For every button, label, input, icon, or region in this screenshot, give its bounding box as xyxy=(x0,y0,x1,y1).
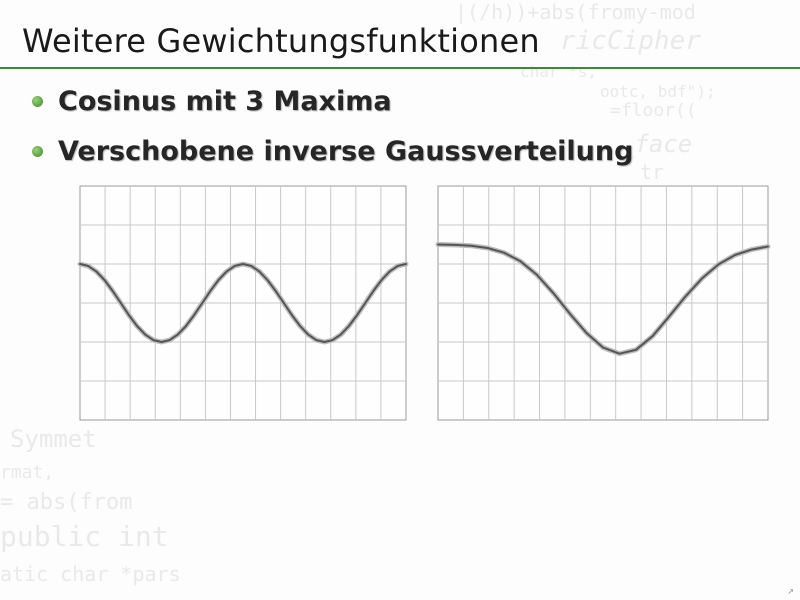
cosine-plot xyxy=(62,182,412,427)
slide-title: Weitere Gewichtungsfunktionen xyxy=(22,22,540,60)
bullet-dot-icon xyxy=(32,146,43,157)
bullet-text: Cosinus mit 3 Maxima xyxy=(58,86,392,117)
bullet-item-gauss: Verschobene inverse Gaussverteilung xyxy=(32,132,633,182)
bullet-item-cosine: Cosinus mit 3 Maxima xyxy=(32,82,633,132)
inverse-gauss-plot xyxy=(428,182,773,427)
bullet-dot-icon xyxy=(32,96,43,107)
bullet-text: Verschobene inverse Gaussverteilung xyxy=(58,136,633,167)
title-underline xyxy=(0,67,800,69)
corner-mark: ↗ xyxy=(787,587,794,596)
bullet-list: Cosinus mit 3 Maxima Verschobene inverse… xyxy=(32,82,633,182)
